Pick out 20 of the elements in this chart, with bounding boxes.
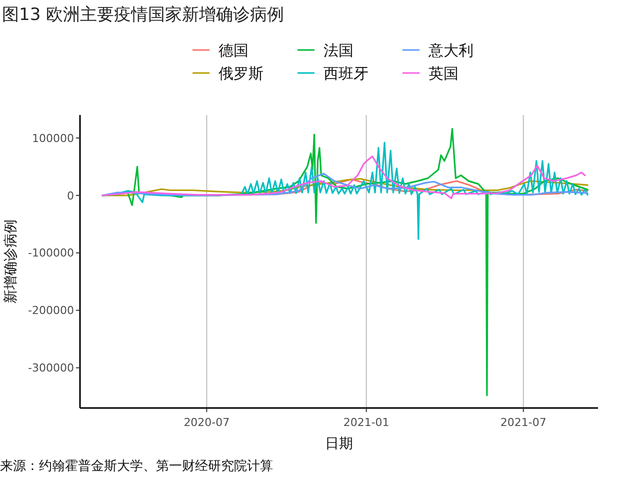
legend-label: 德国 — [218, 42, 248, 60]
y-tick-label: -200000 — [28, 304, 74, 318]
legend-label: 法国 — [324, 42, 354, 60]
legend-label: 英国 — [428, 64, 458, 82]
y-tick-label: -100000 — [28, 246, 74, 260]
legend-label: 意大利 — [428, 42, 474, 60]
y-tick-label: 100000 — [32, 132, 74, 145]
x-tick-label: 2020-07 — [184, 416, 230, 429]
x-tick-label: 2021-07 — [500, 416, 546, 429]
x-axis-title: 日期 — [325, 436, 353, 452]
line-series — [102, 172, 588, 196]
legend-label: 西班牙 — [324, 64, 368, 82]
line-series — [102, 156, 586, 200]
chart-title: 图13 欧洲主要疫情国家新增确诊病例 — [2, 5, 284, 25]
x-tick-label: 2021-01 — [343, 416, 390, 429]
y-axis-title: 新增确诊病例 — [3, 220, 19, 304]
source-note: 来源：约翰霍普金斯大学、第一财经研究院计算 — [0, 458, 273, 474]
y-tick-label: 0 — [67, 189, 74, 202]
y-tick-label: -300000 — [28, 362, 74, 375]
legend-label: 俄罗斯 — [218, 64, 264, 82]
